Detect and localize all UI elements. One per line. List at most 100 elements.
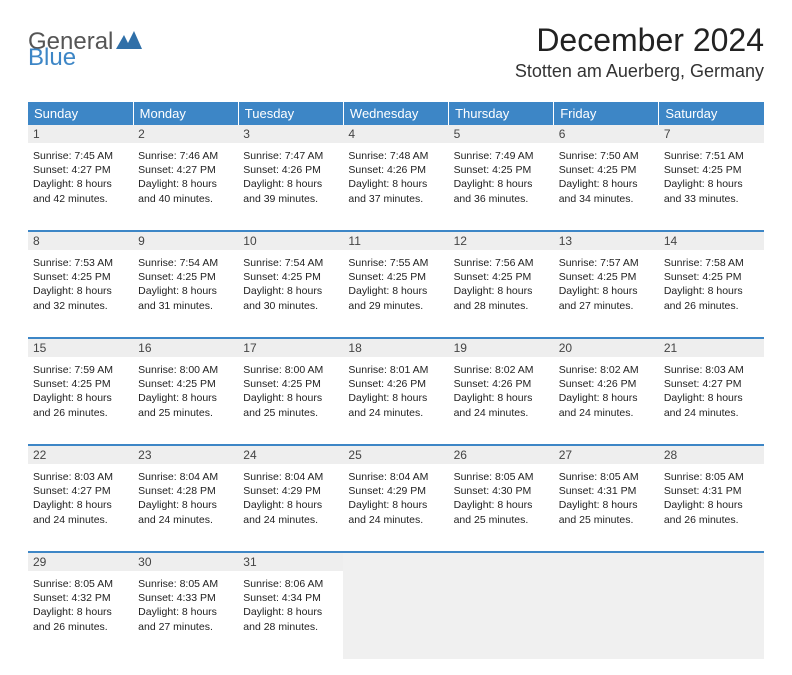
info-line-sunset: Sunset: 4:25 PM bbox=[454, 163, 549, 177]
info-line-dl1: Daylight: 8 hours bbox=[33, 284, 128, 298]
info-line-dl1: Daylight: 8 hours bbox=[33, 498, 128, 512]
info-line-sunset: Sunset: 4:25 PM bbox=[559, 163, 654, 177]
info-line-dl1: Daylight: 8 hours bbox=[454, 498, 549, 512]
info-line-dl1: Daylight: 8 hours bbox=[664, 391, 759, 405]
info-line-dl2: and 26 minutes. bbox=[664, 299, 759, 313]
day-number: 28 bbox=[659, 445, 764, 464]
info-line-sunrise: Sunrise: 8:00 AM bbox=[243, 363, 338, 377]
week-row: Sunrise: 7:45 AMSunset: 4:27 PMDaylight:… bbox=[28, 143, 764, 231]
day-info: Sunrise: 8:05 AMSunset: 4:31 PMDaylight:… bbox=[664, 468, 759, 527]
day-info: Sunrise: 8:02 AMSunset: 4:26 PMDaylight:… bbox=[454, 361, 549, 420]
day-info: Sunrise: 8:04 AMSunset: 4:28 PMDaylight:… bbox=[138, 468, 233, 527]
week-row: Sunrise: 7:59 AMSunset: 4:25 PMDaylight:… bbox=[28, 357, 764, 445]
day-number: 17 bbox=[238, 338, 343, 357]
day-info: Sunrise: 8:05 AMSunset: 4:33 PMDaylight:… bbox=[138, 575, 233, 634]
info-line-dl2: and 27 minutes. bbox=[138, 620, 233, 634]
info-line-dl2: and 26 minutes. bbox=[33, 406, 128, 420]
day-number: 9 bbox=[133, 231, 238, 250]
info-line-sunrise: Sunrise: 8:05 AM bbox=[559, 470, 654, 484]
day-info: Sunrise: 7:48 AMSunset: 4:26 PMDaylight:… bbox=[348, 147, 443, 206]
info-line-dl1: Daylight: 8 hours bbox=[348, 498, 443, 512]
info-line-dl2: and 24 minutes. bbox=[138, 513, 233, 527]
info-line-sunset: Sunset: 4:33 PM bbox=[138, 591, 233, 605]
day-cell: Sunrise: 7:45 AMSunset: 4:27 PMDaylight:… bbox=[28, 143, 133, 231]
day-number bbox=[554, 552, 659, 571]
day-info: Sunrise: 8:01 AMSunset: 4:26 PMDaylight:… bbox=[348, 361, 443, 420]
info-line-dl2: and 25 minutes. bbox=[243, 406, 338, 420]
day-number: 1 bbox=[28, 125, 133, 143]
month-title: December 2024 bbox=[515, 22, 764, 59]
day-cell: Sunrise: 7:51 AMSunset: 4:25 PMDaylight:… bbox=[659, 143, 764, 231]
day-info: Sunrise: 7:55 AMSunset: 4:25 PMDaylight:… bbox=[348, 254, 443, 313]
empty-cell bbox=[343, 571, 448, 659]
info-line-dl1: Daylight: 8 hours bbox=[33, 605, 128, 619]
info-line-dl2: and 24 minutes. bbox=[664, 406, 759, 420]
day-number bbox=[659, 552, 764, 571]
info-line-dl2: and 36 minutes. bbox=[454, 192, 549, 206]
day-info: Sunrise: 7:45 AMSunset: 4:27 PMDaylight:… bbox=[33, 147, 128, 206]
info-line-sunset: Sunset: 4:27 PM bbox=[33, 163, 128, 177]
info-line-sunset: Sunset: 4:27 PM bbox=[664, 377, 759, 391]
day-cell: Sunrise: 7:56 AMSunset: 4:25 PMDaylight:… bbox=[449, 250, 554, 338]
info-line-sunrise: Sunrise: 7:53 AM bbox=[33, 256, 128, 270]
info-line-sunrise: Sunrise: 8:01 AM bbox=[348, 363, 443, 377]
info-line-dl1: Daylight: 8 hours bbox=[243, 177, 338, 191]
day-info: Sunrise: 7:47 AMSunset: 4:26 PMDaylight:… bbox=[243, 147, 338, 206]
day-number: 2 bbox=[133, 125, 238, 143]
day-info: Sunrise: 8:04 AMSunset: 4:29 PMDaylight:… bbox=[348, 468, 443, 527]
week-row: Sunrise: 8:05 AMSunset: 4:32 PMDaylight:… bbox=[28, 571, 764, 659]
day-number: 25 bbox=[343, 445, 448, 464]
daynum-row: 1234567 bbox=[28, 125, 764, 143]
info-line-sunrise: Sunrise: 8:03 AM bbox=[33, 470, 128, 484]
day-cell: Sunrise: 7:50 AMSunset: 4:25 PMDaylight:… bbox=[554, 143, 659, 231]
daynum-row: 293031 bbox=[28, 552, 764, 571]
info-line-sunset: Sunset: 4:26 PM bbox=[348, 377, 443, 391]
info-line-sunrise: Sunrise: 8:04 AM bbox=[243, 470, 338, 484]
dayhead-sun: Sunday bbox=[28, 102, 133, 125]
day-cell: Sunrise: 8:00 AMSunset: 4:25 PMDaylight:… bbox=[133, 357, 238, 445]
day-number: 30 bbox=[133, 552, 238, 571]
info-line-sunrise: Sunrise: 7:58 AM bbox=[664, 256, 759, 270]
info-line-sunset: Sunset: 4:31 PM bbox=[559, 484, 654, 498]
info-line-sunset: Sunset: 4:26 PM bbox=[243, 163, 338, 177]
info-line-dl1: Daylight: 8 hours bbox=[559, 284, 654, 298]
day-cell: Sunrise: 7:49 AMSunset: 4:25 PMDaylight:… bbox=[449, 143, 554, 231]
info-line-sunset: Sunset: 4:25 PM bbox=[138, 377, 233, 391]
day-number: 11 bbox=[343, 231, 448, 250]
day-cell: Sunrise: 7:59 AMSunset: 4:25 PMDaylight:… bbox=[28, 357, 133, 445]
day-cell: Sunrise: 7:55 AMSunset: 4:25 PMDaylight:… bbox=[343, 250, 448, 338]
info-line-dl1: Daylight: 8 hours bbox=[664, 498, 759, 512]
wave-icon bbox=[116, 28, 142, 56]
daynum-row: 22232425262728 bbox=[28, 445, 764, 464]
info-line-dl1: Daylight: 8 hours bbox=[138, 391, 233, 405]
info-line-sunset: Sunset: 4:26 PM bbox=[559, 377, 654, 391]
info-line-dl2: and 31 minutes. bbox=[138, 299, 233, 313]
info-line-sunrise: Sunrise: 8:05 AM bbox=[454, 470, 549, 484]
info-line-dl1: Daylight: 8 hours bbox=[559, 391, 654, 405]
location-text: Stotten am Auerberg, Germany bbox=[515, 61, 764, 82]
dayhead-mon: Monday bbox=[133, 102, 238, 125]
info-line-sunset: Sunset: 4:25 PM bbox=[559, 270, 654, 284]
info-line-sunrise: Sunrise: 7:47 AM bbox=[243, 149, 338, 163]
info-line-dl2: and 24 minutes. bbox=[33, 513, 128, 527]
day-cell: Sunrise: 7:53 AMSunset: 4:25 PMDaylight:… bbox=[28, 250, 133, 338]
info-line-sunrise: Sunrise: 8:03 AM bbox=[664, 363, 759, 377]
title-block: December 2024 Stotten am Auerberg, Germa… bbox=[515, 22, 764, 82]
info-line-dl2: and 29 minutes. bbox=[348, 299, 443, 313]
info-line-sunset: Sunset: 4:25 PM bbox=[243, 270, 338, 284]
info-line-dl1: Daylight: 8 hours bbox=[138, 284, 233, 298]
info-line-sunset: Sunset: 4:25 PM bbox=[33, 377, 128, 391]
info-line-dl1: Daylight: 8 hours bbox=[138, 177, 233, 191]
day-cell: Sunrise: 7:58 AMSunset: 4:25 PMDaylight:… bbox=[659, 250, 764, 338]
info-line-dl2: and 24 minutes. bbox=[454, 406, 549, 420]
day-info: Sunrise: 8:05 AMSunset: 4:30 PMDaylight:… bbox=[454, 468, 549, 527]
info-line-dl1: Daylight: 8 hours bbox=[454, 391, 549, 405]
day-number: 16 bbox=[133, 338, 238, 357]
day-cell: Sunrise: 8:04 AMSunset: 4:29 PMDaylight:… bbox=[343, 464, 448, 552]
info-line-dl2: and 33 minutes. bbox=[664, 192, 759, 206]
info-line-sunset: Sunset: 4:25 PM bbox=[454, 270, 549, 284]
info-line-dl2: and 42 minutes. bbox=[33, 192, 128, 206]
week-row: Sunrise: 7:53 AMSunset: 4:25 PMDaylight:… bbox=[28, 250, 764, 338]
info-line-sunset: Sunset: 4:32 PM bbox=[33, 591, 128, 605]
info-line-sunset: Sunset: 4:25 PM bbox=[243, 377, 338, 391]
